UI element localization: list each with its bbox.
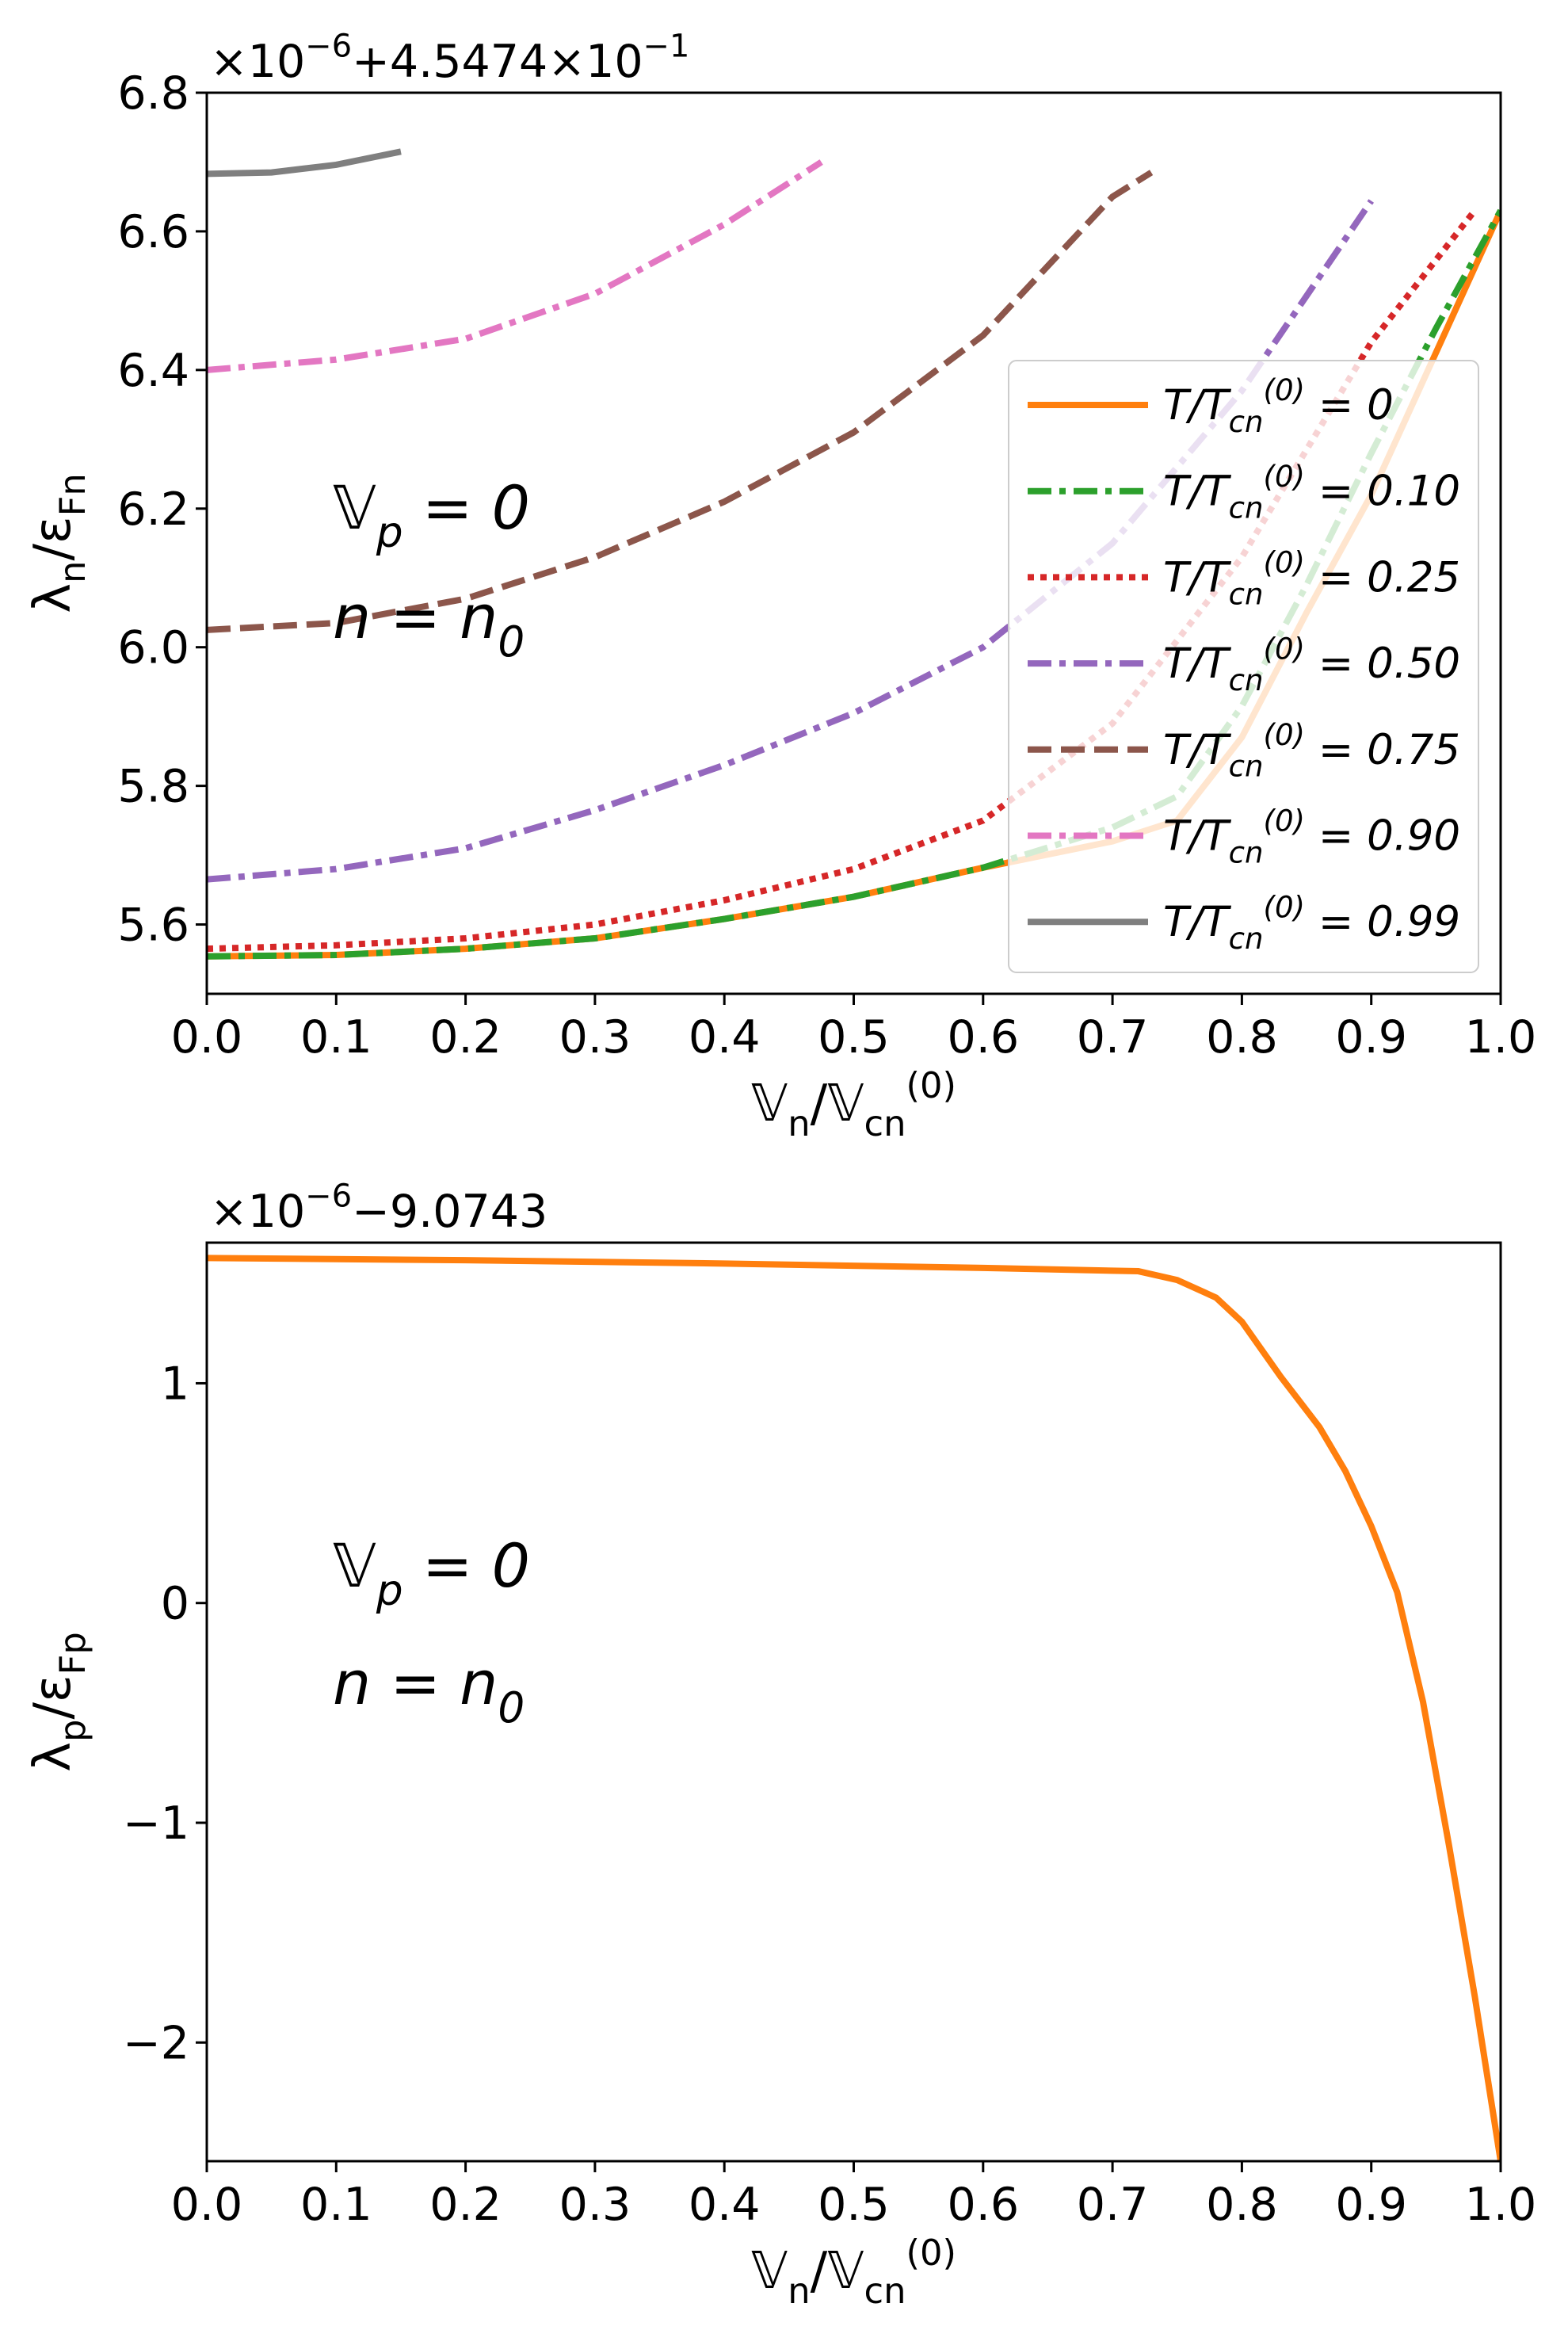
y-tick-label: 0 [161, 1578, 189, 1630]
x-axis-label: 𝕍n/𝕍cn(0) [751, 1064, 956, 1144]
x-tick-label: 0.7 [1077, 2179, 1149, 2231]
offset-text: ×10−6−9.0743 [210, 1178, 547, 1238]
x-tick-label: 0.4 [689, 2179, 761, 2231]
x-tick-label: 0.1 [300, 1011, 372, 1064]
legend-label: T/Tcn(0) = 0.75 [1163, 718, 1460, 784]
x-tick-label: 0.0 [171, 2179, 243, 2231]
x-tick-label: 0.2 [429, 1011, 502, 1064]
annotation: n = n0 [333, 1648, 525, 1732]
legend-label: T/Tcn(0) = 0.25 [1163, 546, 1460, 612]
annotation: 𝕍p = 0 [333, 1530, 530, 1615]
y-tick-label: −2 [123, 2017, 189, 2069]
y-axis-label: λp/εFp [24, 1632, 93, 1772]
x-tick-label: 0.6 [947, 2179, 1019, 2231]
x-tick-label: 0.4 [689, 1011, 761, 1064]
series-line [207, 159, 823, 373]
x-tick-label: 0.5 [818, 2179, 890, 2231]
x-tick-label: 0.8 [1206, 1011, 1278, 1064]
x-tick-label: 0.3 [559, 1011, 631, 1064]
y-tick-label: 5.6 [117, 899, 189, 952]
legend-label: T/Tcn(0) = 0 [1163, 373, 1394, 439]
y-tick-label: 6.0 [117, 622, 189, 674]
series-line [207, 208, 1501, 960]
annotation: 𝕍p = 0 [333, 472, 530, 557]
y-tick-label: 1 [161, 1358, 189, 1410]
legend-label: T/Tcn(0) = 0.90 [1163, 804, 1460, 870]
y-tick-label: 6.6 [117, 206, 189, 258]
x-tick-label: 0.8 [1206, 2179, 1278, 2231]
x-tick-label: 0.1 [300, 2179, 372, 2231]
x-tick-label: 0.5 [818, 1011, 890, 1064]
y-tick-label: 6.4 [117, 345, 189, 397]
y-tick-label: 5.8 [117, 761, 189, 813]
legend-label: T/Tcn(0) = 0.99 [1163, 890, 1460, 956]
x-axis-label: 𝕍n/𝕍cn(0) [751, 2232, 956, 2312]
x-tick-label: 0.7 [1077, 1011, 1149, 1064]
x-tick-label: 0.9 [1335, 1011, 1407, 1064]
axes-frame [205, 1241, 1502, 2163]
x-tick-label: 0.2 [429, 2179, 502, 2231]
x-tick-label: 0.0 [171, 1011, 243, 1064]
axes-frame [205, 91, 1502, 995]
series-line [207, 170, 1154, 633]
legend-label: T/Tcn(0) = 0.10 [1163, 460, 1460, 525]
x-tick-label: 1.0 [1465, 2179, 1537, 2231]
series-line [207, 199, 1375, 883]
y-axis-label: λn/εFn [24, 473, 93, 613]
y-tick-label: −1 [123, 1797, 189, 1850]
y-tick-label: 6.8 [117, 67, 189, 120]
y-tick-label: 6.2 [117, 483, 189, 536]
series-line [207, 1255, 1501, 2161]
x-tick-label: 0.3 [559, 2179, 631, 2231]
series-line [207, 148, 402, 178]
offset-text: ×10−6+4.5474×10−1 [210, 28, 689, 88]
legend-label: T/Tcn(0) = 0.50 [1163, 632, 1460, 697]
annotation: n = n0 [333, 582, 525, 667]
legend-box [1008, 360, 1479, 973]
x-tick-label: 1.0 [1465, 1011, 1537, 1064]
x-tick-label: 0.6 [947, 1011, 1019, 1064]
x-tick-label: 0.9 [1335, 2179, 1407, 2231]
legend: T/Tcn(0) = 0 T/Tcn(0) = 0.10 T/Tcn(0) = 0.… [1008, 360, 1479, 973]
